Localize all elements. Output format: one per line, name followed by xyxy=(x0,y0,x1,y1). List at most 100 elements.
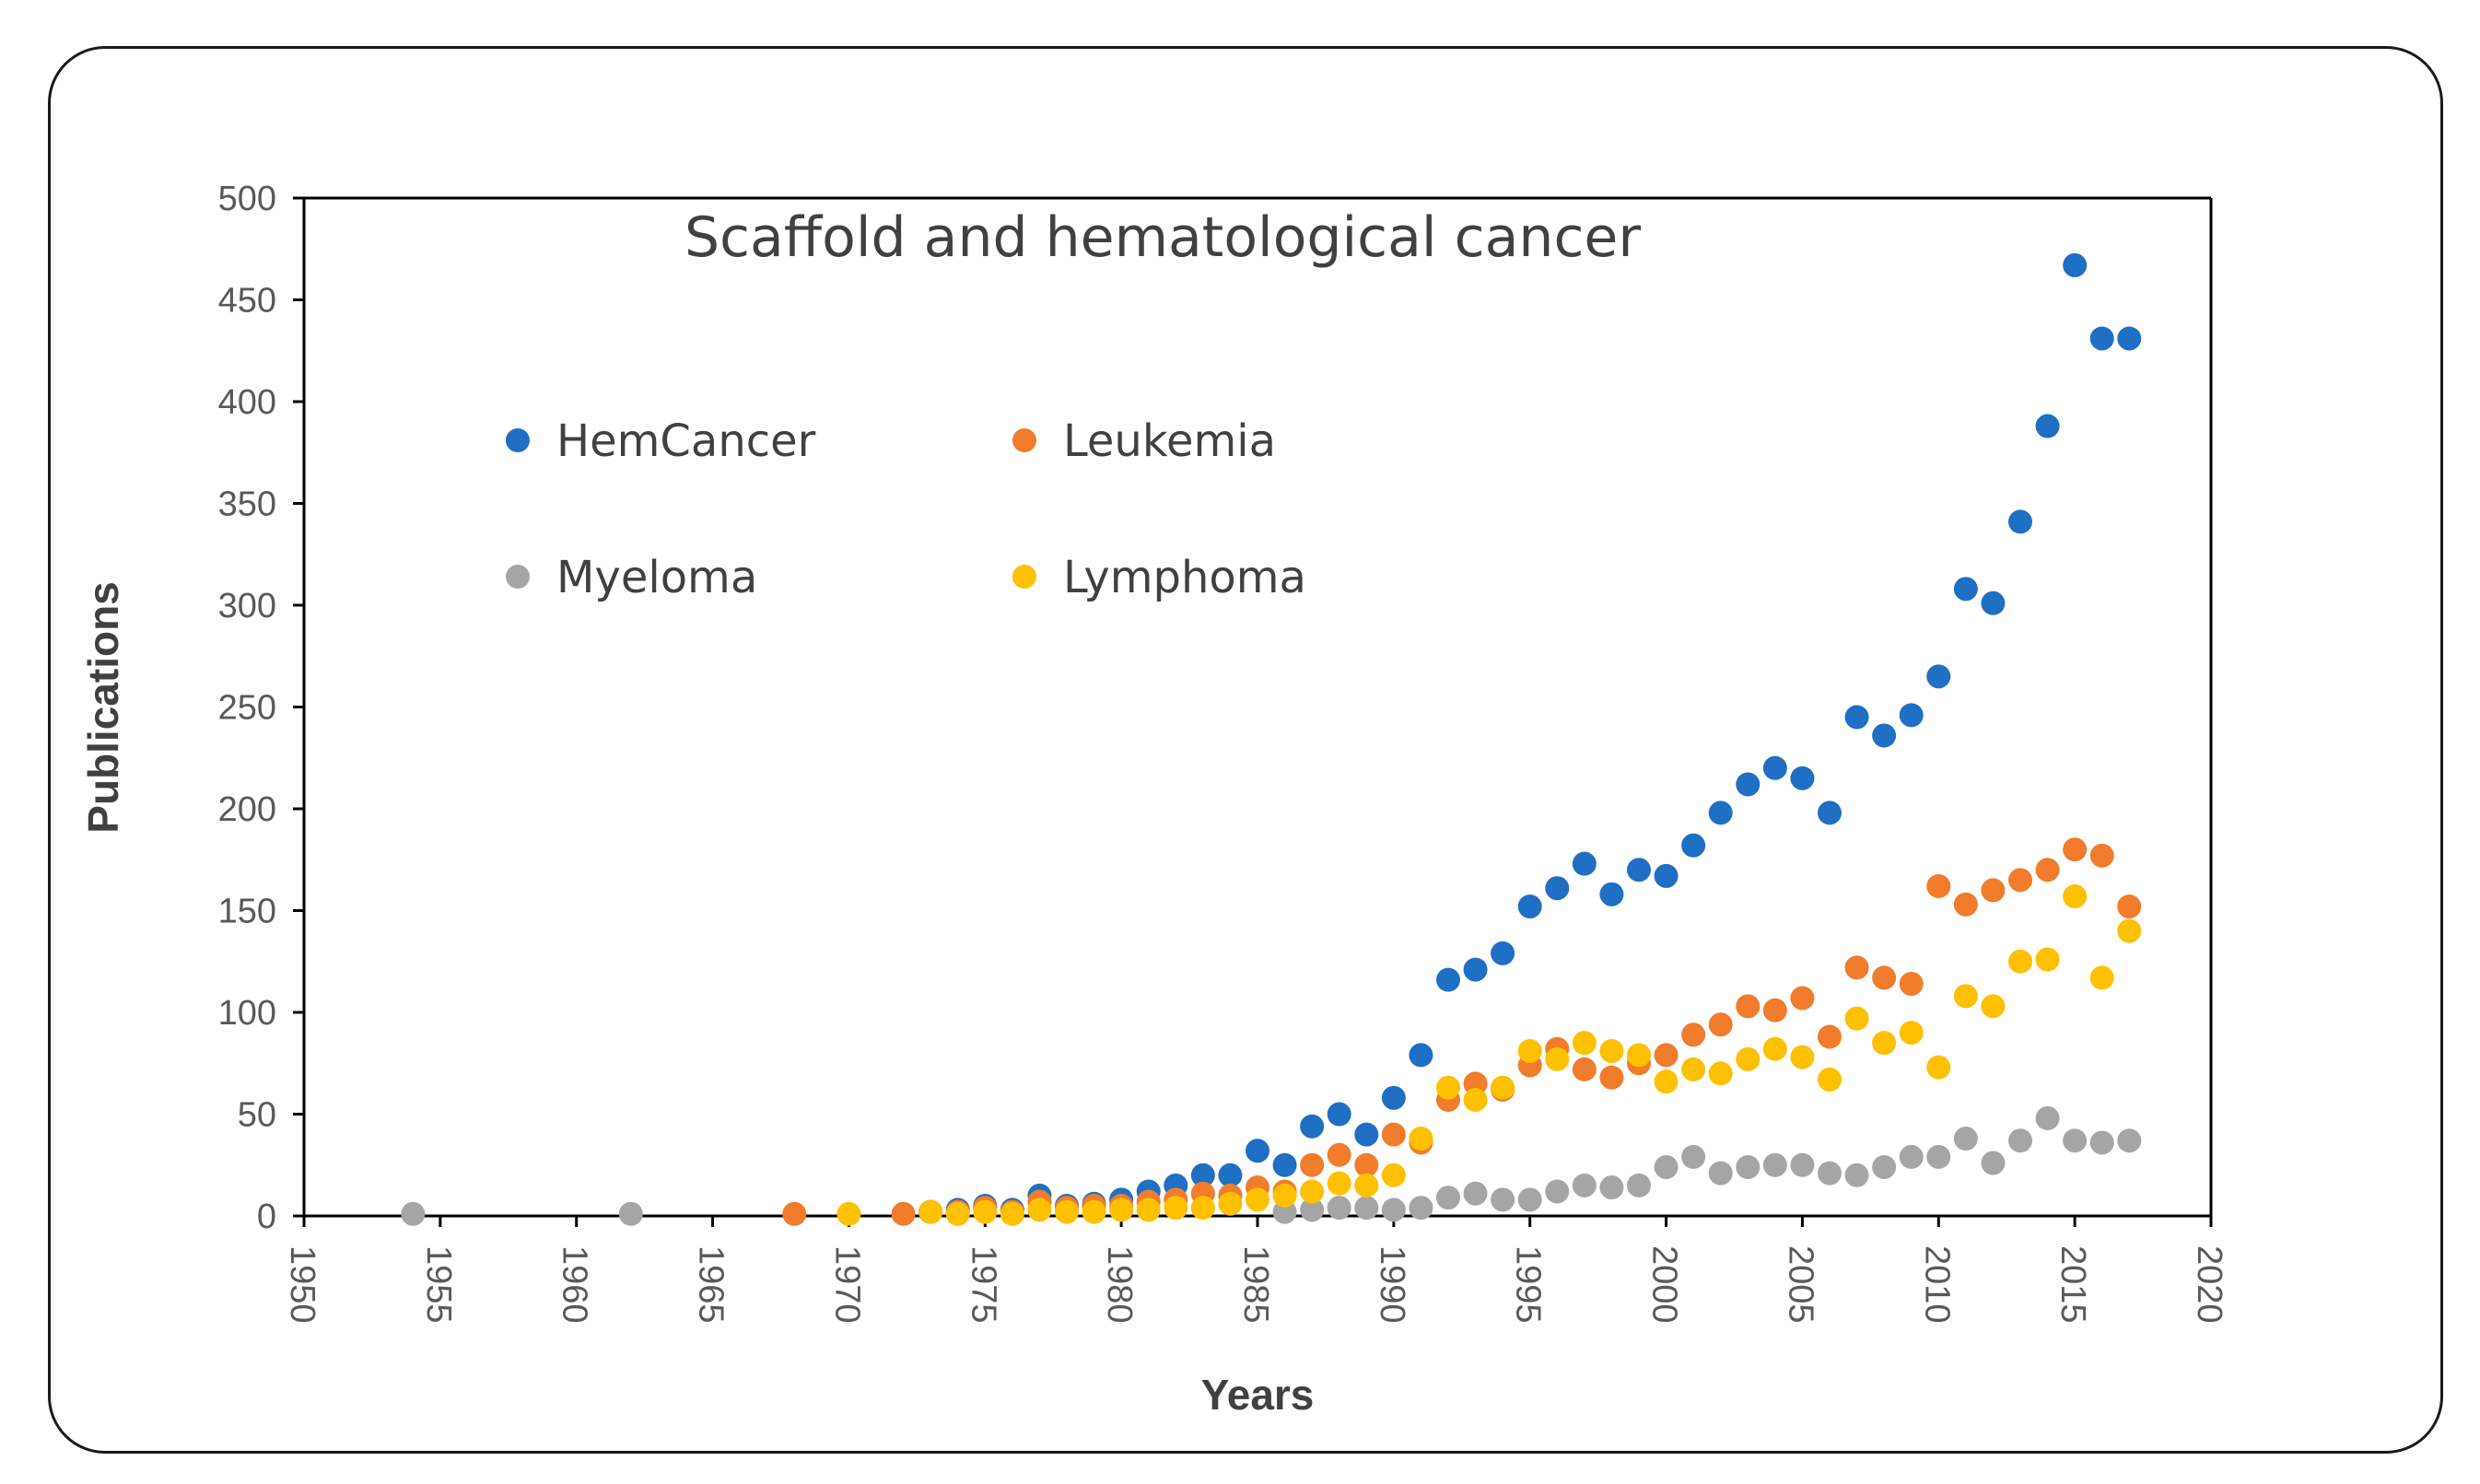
point-lymphoma xyxy=(1926,1055,1951,1080)
y-tick-label: 100 xyxy=(218,994,276,1033)
point-lymphoma xyxy=(1762,1036,1787,1061)
point-hemcancer xyxy=(1300,1114,1325,1139)
point-hemcancer xyxy=(1517,894,1542,919)
point-hemcancer xyxy=(1844,705,1869,730)
point-leukemia xyxy=(1953,892,1978,917)
point-lymphoma xyxy=(1190,1196,1215,1221)
point-leukemia xyxy=(2089,843,2114,868)
point-hemcancer xyxy=(1654,863,1679,888)
point-hemcancer xyxy=(1762,755,1787,780)
legend-label-hemcancer: HemCancer xyxy=(556,415,816,467)
point-leukemia xyxy=(2117,894,2142,919)
y-tick-label: 250 xyxy=(218,689,276,728)
legend-marker-lymphoma xyxy=(1012,565,1036,589)
point-lymphoma xyxy=(1436,1075,1460,1100)
legend-label-lymphoma: Lymphoma xyxy=(1063,552,1306,603)
point-hemcancer xyxy=(1599,882,1624,906)
point-lymphoma xyxy=(1899,1021,1924,1046)
point-leukemia xyxy=(2035,858,2060,882)
point-lymphoma xyxy=(1844,1006,1869,1031)
point-leukemia xyxy=(1899,972,1924,997)
point-lymphoma xyxy=(1027,1198,1052,1222)
point-hemcancer xyxy=(1272,1152,1297,1177)
point-myeloma xyxy=(1572,1173,1597,1198)
point-hemcancer xyxy=(1354,1122,1379,1147)
point-hemcancer xyxy=(1436,967,1460,992)
legend-marker-hemcancer xyxy=(506,428,530,452)
point-hemcancer xyxy=(1190,1163,1215,1187)
point-lymphoma xyxy=(1708,1061,1733,1086)
point-leukemia xyxy=(1654,1043,1679,1068)
point-myeloma xyxy=(1736,1154,1761,1179)
point-leukemia xyxy=(1818,1024,1842,1049)
point-lymphoma xyxy=(2035,947,2060,972)
x-tick-label: 1975 xyxy=(964,1245,1002,1324)
point-myeloma xyxy=(1381,1198,1406,1222)
point-hemcancer xyxy=(2008,509,2032,534)
point-hemcancer xyxy=(2063,252,2088,277)
x-tick-label: 1960 xyxy=(556,1245,594,1324)
x-tick-label: 1950 xyxy=(283,1245,322,1324)
point-myeloma xyxy=(1899,1144,1924,1169)
point-leukemia xyxy=(1844,955,1869,980)
y-tick-label: 350 xyxy=(218,485,276,524)
data-points xyxy=(401,252,2142,1226)
y-tick-label: 200 xyxy=(218,790,276,829)
point-lymphoma xyxy=(1381,1163,1406,1187)
point-hemcancer xyxy=(1572,851,1597,876)
point-lymphoma xyxy=(1599,1038,1624,1063)
point-myeloma xyxy=(1844,1163,1869,1187)
point-leukemia xyxy=(1926,873,1951,898)
point-leukemia xyxy=(1872,965,1897,990)
x-tick-label: 1985 xyxy=(1236,1245,1275,1324)
point-lymphoma xyxy=(1517,1038,1542,1063)
point-myeloma xyxy=(1762,1152,1787,1177)
point-hemcancer xyxy=(1627,858,1651,882)
point-myeloma xyxy=(1463,1181,1488,1206)
x-axis-ticks: 1950 1955 1960 1965 1970 1975 1980 1985 1990 1995… xyxy=(283,1216,2228,1324)
point-lymphoma xyxy=(1545,1046,1570,1071)
y-tick-label: 450 xyxy=(218,282,276,321)
point-myeloma xyxy=(1926,1144,1951,1169)
point-myeloma xyxy=(2089,1130,2114,1155)
point-myeloma xyxy=(1981,1151,2006,1175)
y-tick-label: 150 xyxy=(218,893,276,931)
point-leukemia xyxy=(1981,878,2006,903)
point-lymphoma xyxy=(945,1201,970,1226)
point-leukemia xyxy=(1681,1022,1706,1047)
point-hemcancer xyxy=(1463,957,1488,982)
chart-title: Scaffold and hematological cancer xyxy=(684,205,1641,270)
point-lymphoma xyxy=(1327,1171,1351,1196)
point-leukemia xyxy=(1327,1142,1351,1167)
point-lymphoma xyxy=(1681,1057,1706,1081)
legend-label-myeloma: Myeloma xyxy=(556,552,757,603)
y-axis-ticks: 0 50 100 150 200 250 300 350 400 450 500 xyxy=(218,180,304,1236)
point-lymphoma xyxy=(1246,1187,1269,1212)
point-lymphoma xyxy=(918,1199,943,1224)
point-myeloma xyxy=(1872,1154,1897,1179)
legend-marker-leukemia xyxy=(1012,428,1036,452)
point-myeloma xyxy=(1409,1196,1433,1221)
x-tick-label: 1995 xyxy=(1509,1245,1548,1324)
y-tick-label: 0 xyxy=(257,1198,276,1236)
point-lymphoma xyxy=(1000,1201,1024,1226)
point-myeloma xyxy=(1517,1187,1542,1212)
legend: HemCancer Leukemia Myeloma Lymphoma xyxy=(506,415,1306,603)
point-hemcancer xyxy=(1818,800,1842,825)
x-tick-label: 1980 xyxy=(1100,1245,1139,1324)
point-hemcancer xyxy=(1872,723,1897,748)
point-hemcancer xyxy=(1246,1139,1269,1163)
y-axis-title: Publications xyxy=(79,581,127,833)
x-axis-title: Years xyxy=(1201,1371,1315,1419)
point-hemcancer xyxy=(1381,1085,1406,1110)
point-hemcancer xyxy=(1491,941,1515,965)
point-hemcancer xyxy=(1790,765,1815,790)
point-lymphoma xyxy=(1218,1191,1243,1216)
point-lymphoma xyxy=(1109,1198,1134,1222)
point-hemcancer xyxy=(1327,1102,1351,1127)
point-lymphoma xyxy=(2008,949,2032,974)
point-lymphoma xyxy=(973,1199,998,1224)
point-lymphoma xyxy=(1627,1043,1651,1068)
point-lymphoma xyxy=(1736,1046,1761,1071)
point-myeloma xyxy=(1545,1179,1570,1204)
